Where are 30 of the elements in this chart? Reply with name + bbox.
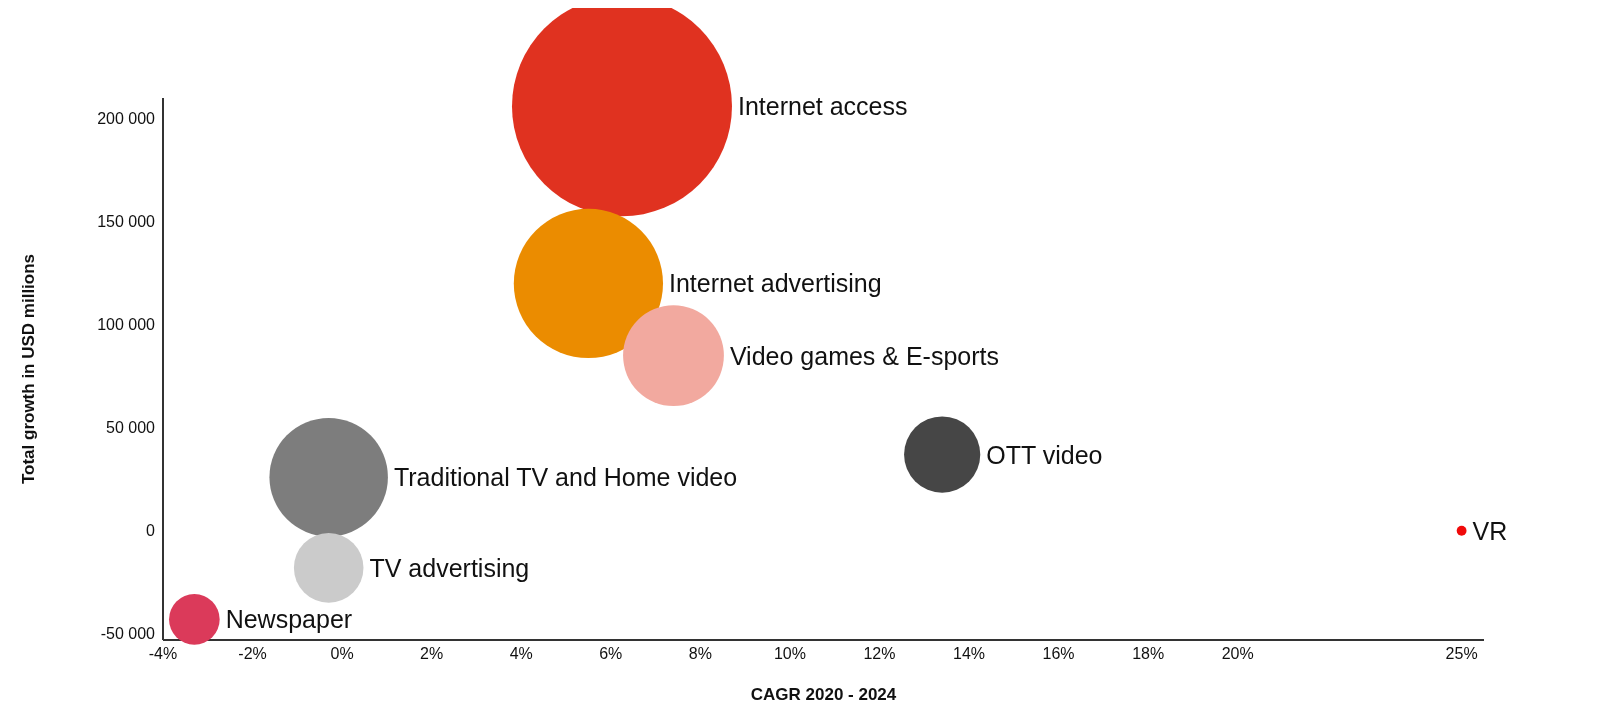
y-tick-label: 100 000 <box>97 316 156 334</box>
x-tick-label: 8% <box>688 645 712 663</box>
x-tick-label: 20% <box>1221 645 1254 663</box>
y-axis-title: Total growth in USD millions <box>19 253 39 485</box>
x-axis-title: CAGR 2020 ‑ 2024 <box>750 685 897 704</box>
y-tick-label: 50 000 <box>106 419 156 437</box>
x-tick-label: -2% <box>238 645 267 663</box>
x-tick-label: 0% <box>330 645 354 663</box>
x-tick-label: 12% <box>863 645 896 663</box>
series-label: Traditional TV and Home video <box>393 463 738 492</box>
x-tick-label: 4% <box>509 645 533 663</box>
x-tick-label: 18% <box>1132 645 1165 663</box>
x-tick-label: 25% <box>1445 645 1478 663</box>
y-tick-label: 200 000 <box>97 110 156 128</box>
series-label: VR <box>1472 516 1508 545</box>
series-label: TV advertising <box>369 553 530 582</box>
series-label: Video games & E-sports <box>729 341 1000 370</box>
series-label: OTT video <box>986 440 1103 469</box>
series-label: Internet advertising <box>669 269 882 298</box>
y-tick-label: 150 000 <box>97 213 156 231</box>
x-tick-label: 6% <box>599 645 623 663</box>
series-label: Internet access <box>737 92 908 121</box>
series-label: Newspaper <box>225 605 353 634</box>
x-tick-label: 10% <box>773 645 806 663</box>
x-tick-label: 16% <box>1042 645 1075 663</box>
x-tick-label: 2% <box>420 645 444 663</box>
x-tick-label: -4% <box>148 645 178 663</box>
x-tick-label: 14% <box>953 645 986 663</box>
y-tick-label: -50 000 <box>100 625 156 643</box>
y-tick-label: 0 <box>146 522 156 540</box>
